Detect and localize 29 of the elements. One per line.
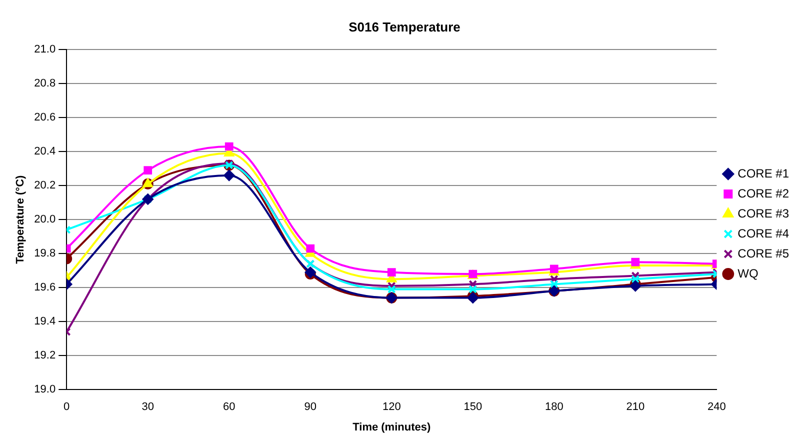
x-tick-label: 0 [64,401,70,414]
y-tick-label: 20.8 [34,78,56,90]
y-tick-label: 20.6 [34,112,56,124]
y-tick-label: 19.8 [34,248,56,260]
x-tick-label: 180 [544,401,564,414]
legend-label: WQ [738,266,758,280]
y-tick-label: 19.6 [34,282,56,294]
y-axis-title: Temperature (°C) [14,174,27,264]
legend-label: CORE #4 [738,226,790,240]
legend-label: CORE #3 [738,206,790,220]
x-tick-label: 30 [142,401,154,414]
y-tick-label: 20.0 [34,214,56,226]
x-tick-label: 150 [464,401,482,414]
x-tick-label: 210 [626,401,645,414]
legend-label: CORE #2 [738,186,790,200]
x-tick-label: 120 [382,401,401,414]
y-tick-label: 19.2 [34,350,56,362]
x-tick-label: 90 [304,401,316,414]
x-axis-title: Time (minutes) [352,421,431,434]
y-tick-label: 20.4 [34,146,56,158]
x-tick-label: 240 [707,401,726,414]
x-tick-label: 60 [222,401,236,414]
y-tick-label: 20.2 [34,180,56,192]
legend-label: CORE #1 [738,166,790,180]
y-tick-label: 21.0 [34,44,56,56]
y-tick-label: 19.0 [34,384,56,396]
chart-title: S016 Temperature [348,19,460,34]
y-tick-label: 19.4 [34,316,56,328]
legend-label: CORE #5 [738,246,790,260]
